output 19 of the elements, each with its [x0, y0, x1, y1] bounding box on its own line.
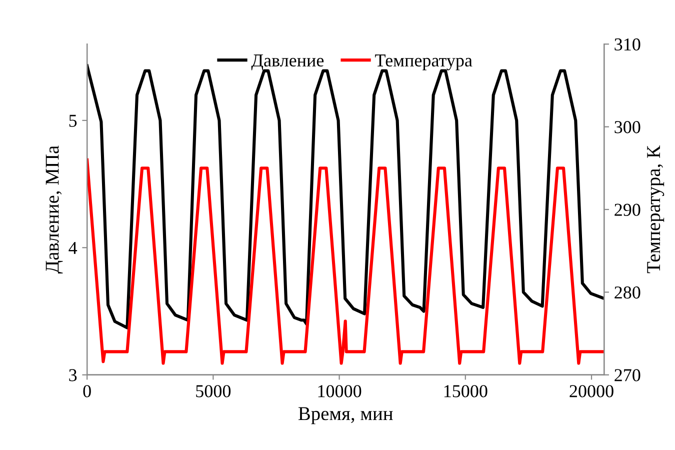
- line-series: [87, 158, 604, 365]
- y2-tick-label: 300: [614, 121, 640, 134]
- x-tick-label: 20000: [570, 385, 614, 398]
- legend-label: Давление: [251, 54, 324, 70]
- y-tick-label: 5: [69, 114, 77, 127]
- x-tick-label: 10000: [318, 385, 362, 398]
- x-tick-label: 0: [83, 385, 91, 398]
- legend-label: Температура: [375, 54, 472, 70]
- y2-tick-label: 310: [614, 38, 640, 51]
- x-tick-label: 15000: [444, 385, 488, 398]
- x-tick-label: 5000: [196, 385, 231, 398]
- y2-axis-title: Температура, К: [647, 145, 664, 274]
- y-axis-title: Давление, МПа: [46, 146, 63, 274]
- y2-tick-label: 290: [614, 204, 640, 216]
- y2-tick-label: 270: [614, 369, 640, 382]
- y-tick-label: 3: [69, 369, 77, 382]
- x-axis-title: Время, мин: [298, 407, 393, 424]
- y2-tick-label: 280: [614, 286, 640, 299]
- y-tick-label: 4: [68, 242, 78, 254]
